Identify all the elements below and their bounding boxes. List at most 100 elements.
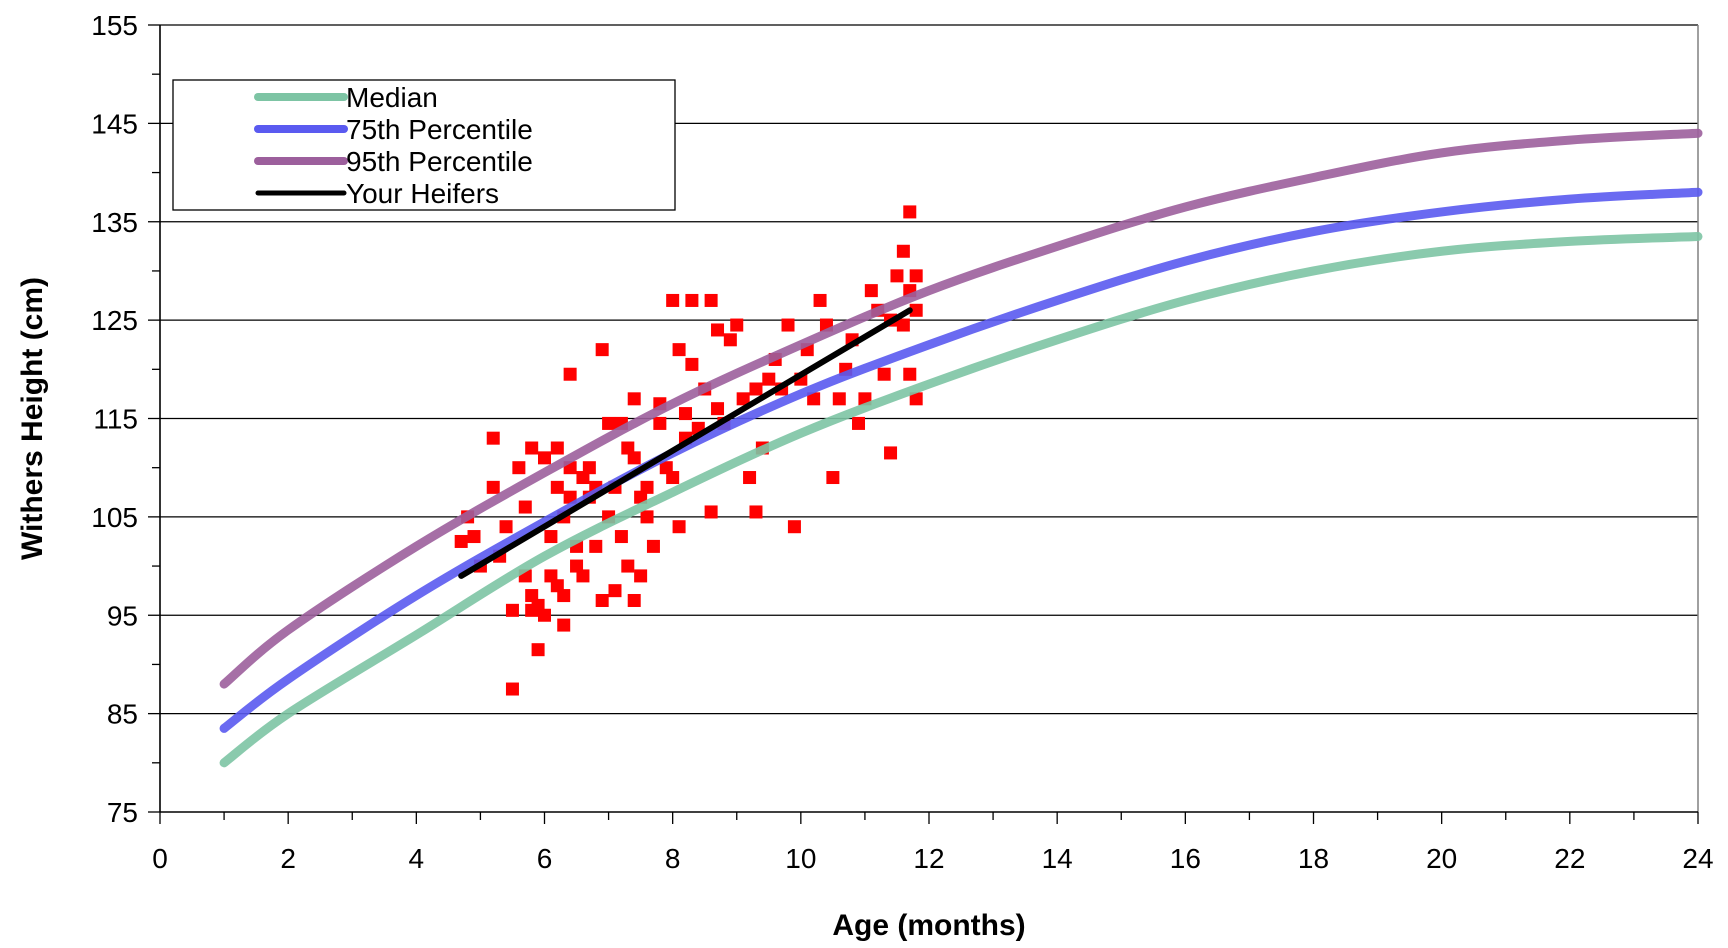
scatter-point [602,416,616,430]
scatter-point [595,343,609,357]
y-tick-label-75: 75 [107,797,138,828]
scatter-point [563,490,577,504]
scatter-point [903,367,917,381]
scatter-point [525,441,539,455]
scatter-point [531,598,545,612]
scatter-point [538,608,551,622]
y-axis-title: Withers Height (cm) [16,277,49,560]
scatter-point [678,407,692,421]
scatter-point [762,372,776,386]
scatter-point [621,441,635,455]
series-line-95th-percentile [219,128,1703,689]
x-tick-label-16: 16 [1170,843,1201,874]
scatter-point [685,357,699,371]
scatter-point [711,323,725,337]
scatter-point [563,367,577,381]
y-tick-label-85: 85 [107,699,138,730]
scatter-point [557,618,571,632]
legend-box [172,79,676,211]
scatter-point [781,318,795,332]
scatter-point [807,392,821,406]
scatter-point [896,244,910,258]
series-line-75th-percentile [219,187,1703,733]
x-tick-label-2: 2 [280,843,296,874]
axes [148,24,1699,824]
x-tick-label-22: 22 [1554,843,1585,874]
scatter-point [666,471,680,485]
scatter-point [621,559,635,573]
scatter-point [704,293,718,307]
scatter-point [614,530,628,544]
scatter-point [736,392,750,406]
scatter-point [518,500,532,514]
scatter-point [877,367,891,381]
legend-label-your-heifers: Your Heifers [346,178,499,209]
scatter-point [749,505,763,519]
scatter-point [826,471,840,485]
y-tick-label-145: 145 [91,108,138,139]
scatter-point [704,505,718,519]
scatter-points [454,205,923,696]
scatter-point [595,593,609,607]
scatter-point [634,490,648,504]
y-tick-label-95: 95 [107,600,138,631]
scatter-point [454,534,468,548]
scatter-point [896,318,910,332]
scatter-point [749,382,763,396]
legend-label-95th-percentile: 95th Percentile [346,146,533,177]
scatter-point [909,269,923,283]
scatter-point [890,269,904,283]
y-tick-label-135: 135 [91,207,138,238]
series-lines [219,128,1703,768]
scatter-point [723,333,737,347]
scatter-point [505,682,519,696]
y-tick-label-155: 155 [91,10,138,41]
x-tick-label-12: 12 [913,843,944,874]
scatter-point [640,510,654,524]
scatter-point [550,480,564,494]
x-tick-label-0: 0 [152,843,168,874]
scatter-point [852,416,866,430]
scatter-point [531,643,545,657]
scatter-point [730,318,744,332]
series-line-median [219,232,1703,768]
y-tick-label-115: 115 [93,404,138,435]
x-tick-label-6: 6 [537,843,553,874]
scatter-point [672,343,686,357]
scatter-point [486,480,500,494]
scatter-point [659,461,673,475]
legend-label-75th-percentile: 75th Percentile [346,114,533,145]
scatter-point [884,446,898,460]
scatter-point [486,431,500,445]
scatter-point [525,589,539,603]
scatter-point [627,392,641,406]
scatter-point [512,461,526,475]
scatter-point [627,451,641,465]
scatter-point [627,593,641,607]
series-line-your-heifers [458,307,913,579]
x-tick-label-14: 14 [1042,843,1073,874]
scatter-point [909,303,923,317]
x-tick-label-24: 24 [1682,843,1713,874]
scatter-point [787,520,801,534]
scatter-point [666,293,680,307]
legend-label-median: Median [346,82,438,113]
scatter-point [672,520,686,534]
scatter-point [608,584,622,598]
scatter-point [634,569,648,583]
scatter-point [743,471,757,485]
scatter-point [550,441,564,455]
scatter-point [544,530,558,544]
scatter-point [589,539,603,553]
x-tick-label-18: 18 [1298,843,1329,874]
scatter-point [640,480,654,494]
scatter-point [646,539,660,553]
scatter-point [538,451,551,465]
scatter-point [909,392,923,406]
scatter-point [903,205,917,219]
scatter-point [505,603,519,617]
y-tick-label-125: 125 [91,305,138,336]
scatter-point [832,392,846,406]
